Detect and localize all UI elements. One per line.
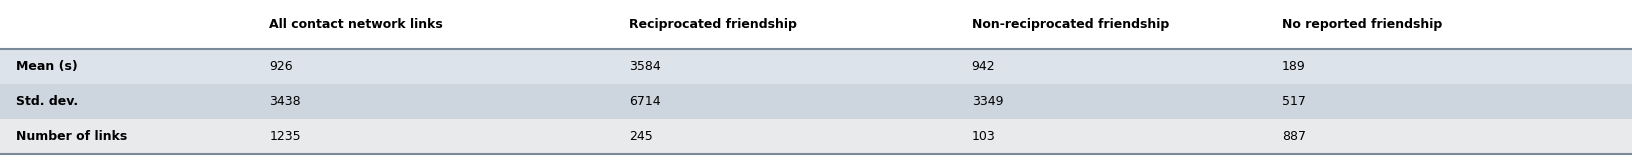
Text: 926: 926 (269, 60, 292, 73)
Text: 3584: 3584 (628, 60, 659, 73)
Text: 3349: 3349 (971, 95, 1002, 108)
Text: No reported friendship: No reported friendship (1281, 18, 1441, 31)
Bar (0, 84, 1632, 119)
Text: 6714: 6714 (628, 95, 659, 108)
Text: 189: 189 (1281, 60, 1306, 73)
Text: All contact network links: All contact network links (269, 18, 442, 31)
Text: Non-reciprocated friendship: Non-reciprocated friendship (971, 18, 1169, 31)
Text: 1235: 1235 (269, 130, 300, 143)
Bar (0, 49, 1632, 84)
Text: Std. dev.: Std. dev. (16, 95, 78, 108)
Text: 517: 517 (1281, 95, 1306, 108)
Text: Reciprocated friendship: Reciprocated friendship (628, 18, 796, 31)
Text: 887: 887 (1281, 130, 1306, 143)
Text: Mean (s): Mean (s) (16, 60, 78, 73)
Bar (0, 0, 1632, 49)
Text: 3438: 3438 (269, 95, 300, 108)
Bar (0, 119, 1632, 154)
Text: Number of links: Number of links (16, 130, 127, 143)
Text: 942: 942 (971, 60, 994, 73)
Text: 103: 103 (971, 130, 996, 143)
Text: 245: 245 (628, 130, 653, 143)
